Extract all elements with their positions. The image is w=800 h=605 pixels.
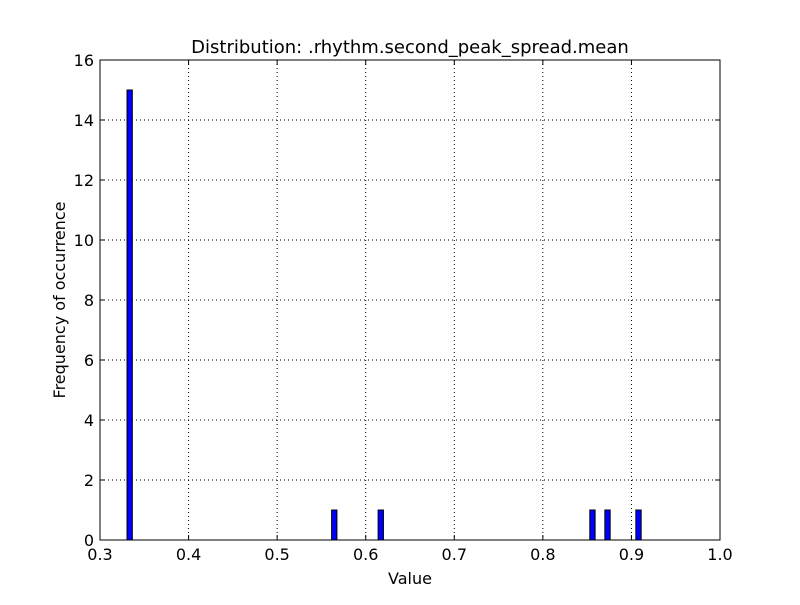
x-tick-label: 0.8: [530, 545, 555, 564]
axis-ticks: 0.3 0.4 0.5 0.6 0.7 0.8 0.9 1.0 0 2 4 6 8 10 12 14 16: [74, 51, 733, 564]
histogram-bar: [377, 509, 384, 541]
x-tick-label: 0.9: [619, 545, 644, 564]
histogram-bar: [635, 509, 642, 541]
y-tick-label: 8: [84, 291, 94, 310]
y-tick-label: 14: [74, 111, 94, 130]
y-tick-label: 0: [84, 531, 94, 550]
y-tick-label: 12: [74, 171, 94, 190]
grid-lines: [100, 60, 720, 540]
x-axis-label: Value: [388, 569, 432, 588]
histogram-bar: [331, 509, 338, 541]
x-tick-label: 0.7: [442, 545, 467, 564]
histogram-bar: [589, 509, 596, 541]
y-tick-label: 6: [84, 351, 94, 370]
y-tick-label: 4: [84, 411, 94, 430]
bars: [126, 89, 642, 541]
x-tick-label: 0.6: [353, 545, 378, 564]
y-tick-label: 10: [74, 231, 94, 250]
y-axis-label: Frequency of occurrence: [50, 202, 69, 399]
histogram-bar: [604, 509, 611, 541]
x-tick-label: 0.4: [176, 545, 201, 564]
histogram-bar: [126, 89, 133, 541]
x-tick-label: 0.5: [264, 545, 289, 564]
x-tick-label: 0.3: [87, 545, 112, 564]
y-tick-label: 2: [84, 471, 94, 490]
chart-title: Distribution: .rhythm.second_peak_spread…: [191, 37, 629, 58]
x-tick-label: 1.0: [707, 545, 732, 564]
y-tick-label: 16: [74, 51, 94, 70]
